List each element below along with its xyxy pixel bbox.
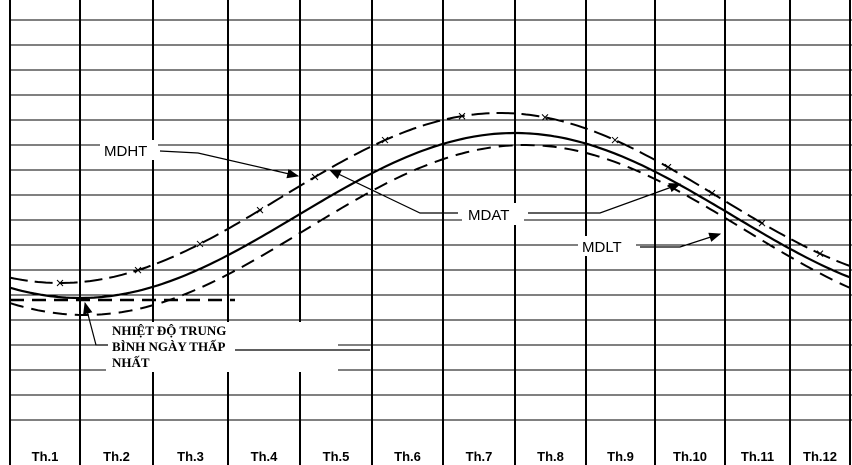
month-label: Th.5 bbox=[323, 449, 350, 464]
label-mdlt: MDLT bbox=[582, 239, 622, 256]
cross-mark bbox=[758, 219, 766, 227]
grid bbox=[9, 0, 852, 465]
month-label: Th.1 bbox=[32, 449, 59, 464]
cross-mark bbox=[458, 112, 466, 120]
note-line: NHẤT bbox=[112, 355, 150, 370]
curve-mdat bbox=[9, 131, 851, 300]
month-label: Th.9 bbox=[607, 449, 634, 464]
arrow bbox=[159, 150, 300, 179]
label-bg bbox=[100, 140, 158, 160]
curve-mdlt bbox=[9, 144, 851, 316]
month-label: Th.11 bbox=[741, 449, 774, 464]
cross-mark bbox=[541, 113, 549, 121]
month-labels: Th.1 Th.2 Th.3 Th.4 Th.5 Th.6 Th.7 Th.8 Th.9 Th.1… bbox=[32, 449, 837, 464]
month-label: Th.12 bbox=[803, 449, 837, 464]
curve-mdht bbox=[9, 112, 851, 284]
cross-mark bbox=[816, 250, 824, 258]
note-bg bbox=[106, 322, 338, 372]
label-bg bbox=[462, 203, 524, 225]
label-bg bbox=[578, 236, 636, 256]
cross-mark bbox=[611, 136, 619, 144]
arrow bbox=[528, 183, 682, 214]
month-label: Th.6 bbox=[394, 449, 421, 464]
month-label: Th.10 bbox=[673, 449, 707, 464]
month-label: Th.2 bbox=[103, 449, 130, 464]
curves bbox=[9, 112, 851, 316]
month-label: Th.3 bbox=[177, 449, 204, 464]
month-label: Th.4 bbox=[251, 449, 278, 464]
label-mdat: MDAT bbox=[468, 207, 509, 224]
arrow bbox=[640, 232, 722, 248]
cross-mark bbox=[381, 136, 389, 144]
note-line: BÌNH NGÀY THẤP bbox=[112, 339, 225, 354]
cross-mark bbox=[196, 240, 204, 248]
month-label: Th.7 bbox=[466, 449, 493, 464]
cross-mark bbox=[134, 266, 142, 274]
note-line: NHIỆT ĐỘ TRUNG bbox=[112, 323, 226, 338]
cross-mark bbox=[256, 206, 264, 214]
cross-mark bbox=[311, 173, 319, 181]
cross-mark bbox=[56, 279, 64, 287]
arrow bbox=[83, 301, 108, 346]
cross-mark bbox=[708, 189, 716, 197]
arrow bbox=[328, 169, 458, 214]
cross-mark bbox=[664, 163, 672, 171]
month-label: Th.8 bbox=[537, 449, 564, 464]
label-mdht: MDHT bbox=[104, 143, 147, 160]
